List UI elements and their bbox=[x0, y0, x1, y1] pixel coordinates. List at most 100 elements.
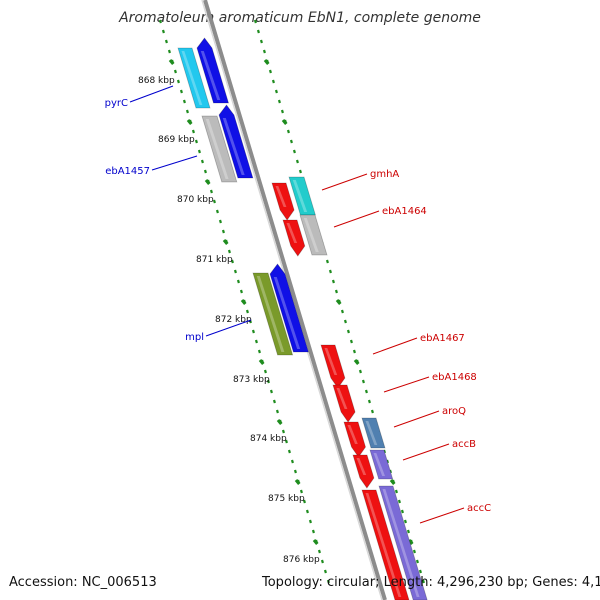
track-dot bbox=[364, 389, 368, 394]
track-dot bbox=[197, 149, 201, 154]
gene-label[interactable]: accC bbox=[467, 503, 491, 514]
gene-aroQ-steel[interactable] bbox=[361, 417, 386, 449]
track-dot bbox=[325, 259, 329, 264]
track-dot bbox=[343, 319, 347, 324]
gene-gmhA-teal[interactable] bbox=[288, 176, 316, 216]
gene-accC[interactable] bbox=[361, 489, 410, 600]
gene-label[interactable]: mpl bbox=[185, 332, 204, 343]
track-dot bbox=[406, 529, 410, 534]
track-major-dot bbox=[186, 118, 193, 126]
track-major-dot bbox=[389, 478, 396, 486]
track-dot bbox=[215, 209, 219, 214]
scale-tick-label: 872 kbp bbox=[215, 315, 252, 325]
track-dot bbox=[161, 29, 165, 34]
track-dot bbox=[346, 329, 350, 334]
track-dot bbox=[286, 129, 290, 134]
track-dot bbox=[253, 19, 257, 24]
track-dot bbox=[292, 149, 296, 154]
track-dot bbox=[403, 519, 407, 524]
gene-ebA1457-gray[interactable] bbox=[201, 115, 238, 183]
gene-gmhA[interactable] bbox=[271, 182, 295, 221]
track-dot bbox=[209, 189, 213, 194]
track-dot bbox=[394, 489, 398, 494]
track-dot bbox=[164, 39, 168, 44]
label-leader-line bbox=[333, 210, 380, 228]
gene-label[interactable]: ebA1464 bbox=[382, 206, 427, 217]
gene-ebA1468[interactable] bbox=[332, 384, 356, 423]
label-leader-line bbox=[383, 376, 430, 393]
track-major-dot bbox=[204, 178, 211, 186]
track-dot bbox=[218, 219, 222, 224]
gene-mpl-olive[interactable] bbox=[252, 272, 294, 356]
gene-ebA1467[interactable] bbox=[320, 344, 346, 389]
feature-track-dots bbox=[158, 19, 425, 584]
gene-ebA1464-gray[interactable] bbox=[299, 214, 328, 256]
track-dot bbox=[311, 529, 315, 534]
label-leader-line bbox=[372, 337, 418, 355]
track-major-dot bbox=[222, 238, 229, 246]
gene-label[interactable]: accB bbox=[452, 439, 476, 450]
track-dot bbox=[421, 579, 425, 584]
gene-ebA1464[interactable] bbox=[282, 219, 306, 257]
gene-labels: pyrC ebA1457 mpl gmhA ebA1464 ebA1467 ebA1468 a… bbox=[105, 85, 491, 524]
track-dot bbox=[274, 89, 278, 94]
gene-aroQ[interactable] bbox=[343, 421, 366, 458]
track-major-dot bbox=[353, 358, 360, 366]
track-dot bbox=[275, 409, 279, 414]
gene-mpl[interactable] bbox=[269, 263, 309, 353]
gene-pyrC-cyan[interactable] bbox=[177, 47, 211, 109]
track-dot bbox=[233, 269, 237, 274]
track-dot bbox=[259, 39, 263, 44]
track-dot bbox=[245, 309, 249, 314]
track-major-dot bbox=[294, 478, 301, 486]
track-dot bbox=[221, 229, 225, 234]
track-dot bbox=[326, 579, 330, 584]
gene-label[interactable]: ebA1457 bbox=[105, 166, 150, 177]
track-dot bbox=[227, 249, 231, 254]
accession-text: Accession: NC_006513 bbox=[9, 575, 157, 590]
label-leader-line bbox=[129, 85, 174, 103]
gene-accB-purple[interactable] bbox=[369, 449, 394, 480]
track-major-dot bbox=[407, 538, 414, 546]
track-dot bbox=[182, 99, 186, 104]
track-dot bbox=[173, 69, 177, 74]
track-dot bbox=[254, 339, 258, 344]
gene-label[interactable]: gmhA bbox=[370, 169, 399, 180]
track-dot bbox=[289, 139, 293, 144]
track-dot bbox=[418, 569, 422, 574]
gene-pyrC[interactable] bbox=[196, 37, 230, 104]
track-dot bbox=[334, 289, 338, 294]
track-dot bbox=[239, 289, 243, 294]
track-major-dot bbox=[312, 538, 319, 546]
track-dot bbox=[331, 279, 335, 284]
dot-track bbox=[158, 19, 330, 584]
label-leader-line bbox=[393, 410, 440, 428]
track-dot bbox=[263, 369, 267, 374]
track-dot bbox=[400, 509, 404, 514]
gene-ebA1457[interactable] bbox=[218, 104, 254, 179]
gene-label[interactable]: aroQ bbox=[442, 406, 466, 417]
track-dot bbox=[251, 329, 255, 334]
track-dot bbox=[415, 559, 419, 564]
scale-tick-label: 869 kbp bbox=[158, 135, 195, 145]
topology-text: Topology: circular; Length: 4,296,230 bp… bbox=[262, 575, 600, 590]
gene-accC-purple[interactable] bbox=[378, 485, 428, 600]
track-major-dot bbox=[276, 418, 283, 426]
gene-label[interactable]: ebA1468 bbox=[432, 372, 477, 383]
scale-tick-label: 871 kbp bbox=[196, 255, 233, 265]
track-dot bbox=[298, 169, 302, 174]
track-dot bbox=[349, 339, 353, 344]
track-dot bbox=[266, 379, 270, 384]
gene-label[interactable]: ebA1467 bbox=[420, 333, 465, 344]
track-dot bbox=[158, 19, 162, 24]
label-leader-line bbox=[205, 319, 252, 337]
track-dot bbox=[293, 469, 297, 474]
backbone-track bbox=[201, 0, 387, 600]
track-dot bbox=[290, 459, 294, 464]
track-dot bbox=[323, 569, 327, 574]
track-dot bbox=[268, 69, 272, 74]
gene-label[interactable]: pyrC bbox=[105, 98, 128, 109]
track-dot bbox=[236, 279, 240, 284]
gene-accB[interactable] bbox=[352, 454, 375, 489]
